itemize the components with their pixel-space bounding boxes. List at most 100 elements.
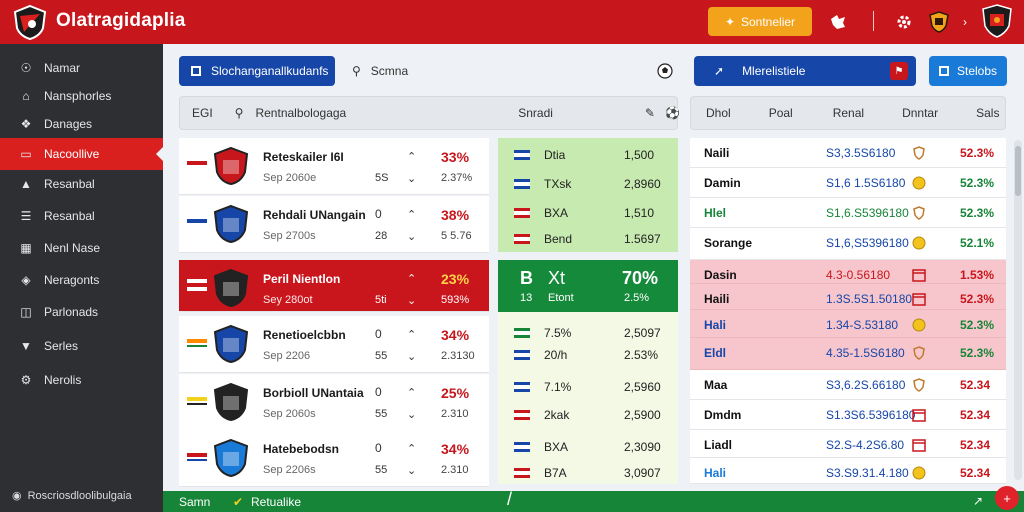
coin-icon [912,318,926,332]
expand-icon[interactable]: ↗ [973,494,984,508]
match-card[interactable]: Reteskailer I6I Sep 2060e 5S ⌃ ⌄ 33% 2.37% [179,138,489,195]
odds-row[interactable]: BXA 1,510 [498,198,678,227]
scrollbar-thumb[interactable] [1015,146,1021,196]
sidebar-footer[interactable]: ◉ Roscriosdloolibulgaia [12,489,132,503]
sidebar-item[interactable]: ☰ Resanbal [0,202,163,230]
top-action-button[interactable]: ✦ Sontnelier [708,7,812,36]
search-bar[interactable]: ⚲ Scmna [346,58,678,84]
match-date: Sep 2206s [263,464,316,476]
row-value: 1.34-S.53180 [826,318,899,332]
secondary-stat: 593% [441,294,470,306]
country-flag-icon [514,382,530,392]
table-row[interactable]: Hali 1.34-S.53180 52.3% [690,310,1006,338]
ball-icon[interactable]: ⚽ [664,106,680,120]
odds-value: 1,500 [624,148,655,162]
team-crest-icon[interactable] [982,4,1012,38]
match-date: Sep 2060e [263,172,317,184]
row-percentage: 52.3% [960,346,995,360]
odds-row[interactable]: 2kak 2,5900 [498,400,678,429]
bottom-right-label[interactable]: Retualike [251,495,302,509]
col-header[interactable]: Dnntar [902,106,939,120]
chevron-right-icon[interactable]: › [963,15,967,29]
list-icon: ☰ [20,209,32,223]
stats-button[interactable]: Stelobs [929,56,1007,86]
sidebar-item[interactable]: ▼ Serles [0,332,163,360]
table-row[interactable]: Hali S3.S9.31.4.180 52.34 [690,458,1006,484]
table-row[interactable]: Damin S1,6 1.5S6180 52.3% [690,168,1006,198]
search-icon[interactable]: ⚲ [234,106,244,120]
sidebar-item[interactable]: ☉ Namar [0,54,163,82]
odds-row[interactable]: BXA 2,3090 [498,432,678,461]
table-row[interactable]: Liadl S2.S-4.2S6.80 52.34 [690,430,1006,458]
scrollbar-track[interactable] [1014,140,1022,480]
match-card[interactable]: Rehdali UNangain Sep 2700s 0 28 ⌃ ⌄ 38% 5 5.76 [179,196,489,253]
row-name: Dasin [704,268,737,282]
table-header: Dhol Poal Renal Dnntar Sals [690,96,1006,130]
match-card[interactable]: Borbioll UNantaia Sep 2060s 0 55 ⌃ ⌄ 25% 2.310 [179,374,489,431]
team-crest-icon [213,382,249,422]
odds-label: 7.1% [544,380,572,394]
club-badge-icon[interactable] [927,10,951,34]
odds-row[interactable]: 7.1% 2,5960 [498,372,678,401]
odds-row[interactable]: Dtia 1,500 [498,140,678,169]
country-flag-icon [514,208,530,218]
odds-row[interactable]: B7A 3,0907 [498,458,678,487]
sidebar-item[interactable]: ▲ Resanbal [0,170,163,198]
team-name: Rehdali UNangain [263,208,366,222]
odds-row[interactable]: 20/h 2.53% [498,340,678,369]
secondary-stat: 2.310 [441,408,469,420]
odds-row[interactable]: TXsk 2,8960 [498,169,678,198]
football-icon[interactable] [657,63,673,79]
col-header[interactable]: Dhol [706,106,731,120]
col-header[interactable]: Sals [976,106,1000,120]
row-percentage: 52.3% [960,146,995,160]
sidebar-item[interactable]: ❖ Danages [0,110,163,138]
app-logo-icon[interactable] [12,4,48,40]
sidebar-item[interactable]: ⚙ Nerolis [0,366,163,394]
primary-tab-button[interactable]: Slochanganallkudanfs [179,56,335,86]
calendar-icon [912,439,926,452]
odds-panel-bottom [498,312,678,484]
stat-value: 0 [375,207,382,221]
sidebar-item[interactable]: ◫ Parlonads [0,298,163,326]
table-row[interactable]: Eldl 4.35-1.5S6180 52.3% [690,338,1006,370]
bottom-left-label[interactable]: Samn [179,495,211,509]
match-card[interactable]: Peril Nientlon Sey 280ot 5ti ⌃ ⌄ 23% 593% [179,260,489,312]
add-icon[interactable]: + [995,486,1019,510]
table-row[interactable]: Maa S3,6.2S.66180 52.34 [690,370,1006,400]
header-search-label[interactable]: Rentnalbologaga [255,106,347,120]
edit-icon[interactable]: ✎ [644,106,655,120]
stat-value: 55 [375,408,388,420]
odds-label: B7A [544,466,567,480]
odds-highlight[interactable]: B Xt 70% 13 Etont 2.5% [498,260,678,312]
odds-value: 2,8960 [624,177,661,191]
table-row[interactable]: Sorange S1,6,S5396180 52.1% [690,228,1006,260]
odds-row[interactable]: 7.5% 2,5097 [498,318,678,347]
sidebar-item[interactable]: ▭ Nacoollive [0,138,163,170]
gear-icon[interactable] [892,10,916,34]
sidebar-item[interactable]: ▦ Nenl Nase [0,234,163,262]
user-icon: ◉ [12,490,22,502]
odds-label: Bend [544,232,573,246]
col-header[interactable]: Poal [768,106,793,120]
odds-label: 7.5% [544,326,572,340]
odds-row[interactable]: Bend 1.5697 [498,224,678,253]
secondary-stat: 2.310 [441,464,469,476]
sidebar-item[interactable]: ◈ Neragonts [0,266,163,294]
filter-button[interactable]: ➚ Mlerelistiele ⚑ [694,56,916,86]
table-row[interactable]: Hlel S1,6.S5396180 52.3% [690,198,1006,228]
match-card[interactable]: Hatebebodsn Sep 2206s 0 55 ⌃ ⌄ 34% 2.310 [179,430,489,487]
odds-value: 3,0907 [624,466,661,480]
team-crest-icon [213,324,249,364]
country-flag-icon [514,234,530,244]
table-row[interactable]: Dmdm S1.3S6.5396180 52.34 [690,400,1006,430]
odds-value: 2.53% [624,348,659,362]
table-row[interactable]: Dasin 4.3-0.56180 1.53% [690,260,1006,284]
chevron-down-icon: ⌄ [407,465,417,477]
puzzle-icon[interactable] [826,10,850,34]
table-row[interactable]: Naili S3,3.5S6180 52.3% [690,138,1006,168]
match-card[interactable]: Renetioelcbbn Sep 2206 0 55 ⌃ ⌄ 34% 2.3130 [179,316,489,373]
col-header[interactable]: Renal [832,106,865,120]
sidebar-item[interactable]: ⌂ Nansphorles [0,82,163,110]
table-row[interactable]: Haili 1.3S.5S1.50180 52.3% [690,284,1006,310]
